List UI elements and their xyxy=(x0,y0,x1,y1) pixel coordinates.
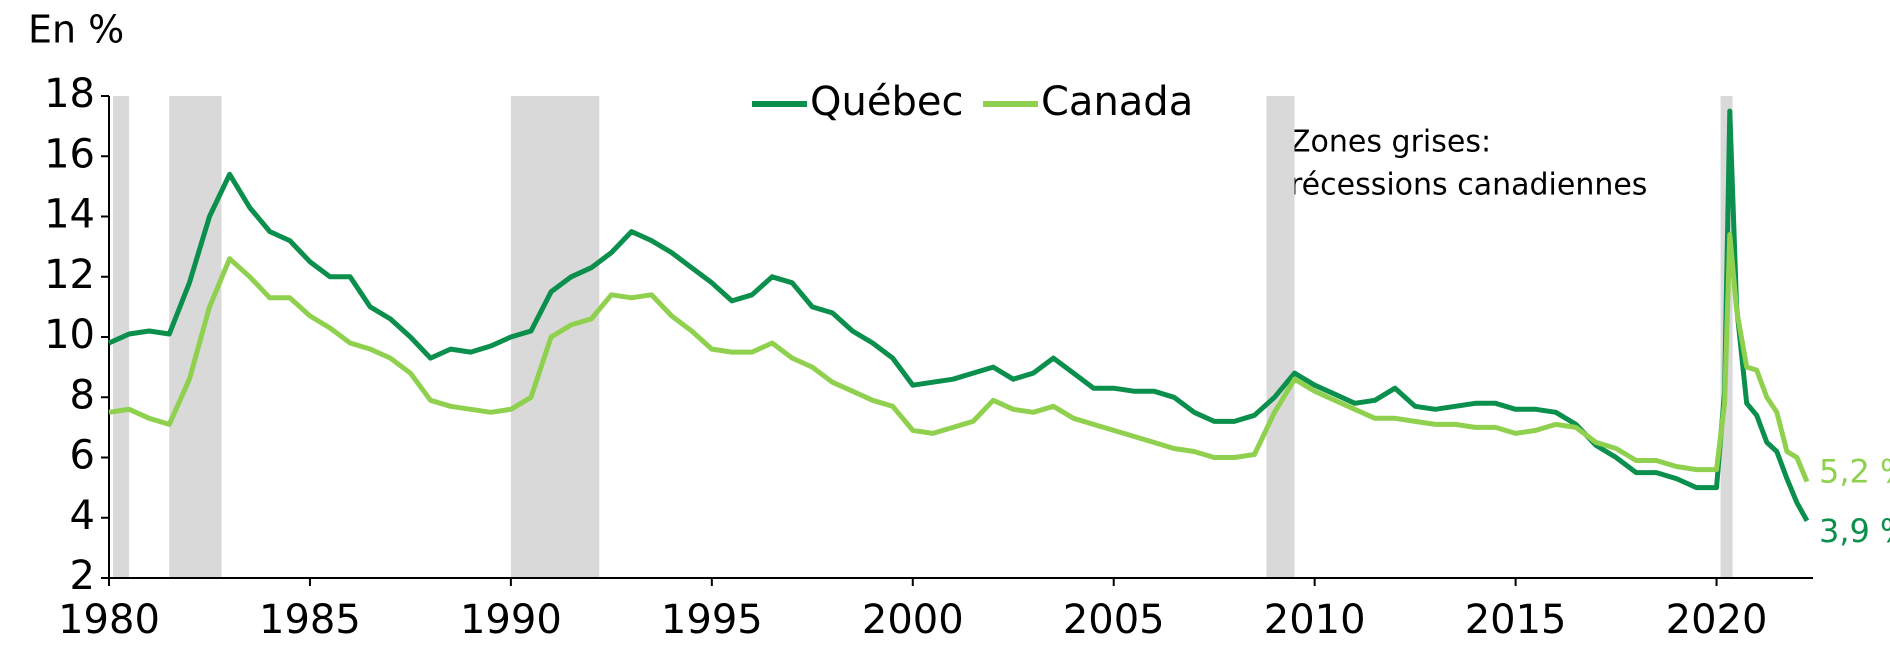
y-tick-label: 12 xyxy=(44,252,95,298)
end-label: 3,9 % xyxy=(1819,512,1890,550)
x-tick-label: 1980 xyxy=(58,597,160,643)
x-tick-label: 2020 xyxy=(1666,597,1768,643)
series-line xyxy=(108,232,1810,483)
recession-band xyxy=(169,96,222,578)
annotation: Zones grises: xyxy=(1290,125,1491,160)
y-tick-label: 14 xyxy=(44,192,95,238)
legend-label: Canada xyxy=(1041,79,1193,125)
y-tick-label: 18 xyxy=(44,71,95,117)
series-line xyxy=(107,108,1810,523)
x-tick-label: 2000 xyxy=(862,597,964,643)
x-tick-label: 2015 xyxy=(1465,597,1567,643)
annotation: récessions canadiennes xyxy=(1290,168,1647,203)
y-tick-label: 4 xyxy=(70,493,95,539)
recession-band xyxy=(1266,96,1295,578)
y-axis-label: En % xyxy=(28,8,124,52)
x-tick-label: 2010 xyxy=(1264,597,1366,643)
end-label: 5,2 % xyxy=(1819,453,1890,491)
x-tick-label: 1995 xyxy=(661,597,763,643)
x-tick-label: 1990 xyxy=(460,597,562,643)
y-tick-label: 16 xyxy=(44,131,95,177)
x-tick-label: 1985 xyxy=(259,597,361,643)
y-tick-label: 8 xyxy=(70,372,95,418)
legend-label: Québec xyxy=(810,79,963,125)
y-tick-label: 2 xyxy=(70,553,95,599)
y-tick-label: 6 xyxy=(70,433,95,479)
y-tick-label: 10 xyxy=(44,312,95,358)
x-tick-label: 2005 xyxy=(1063,597,1165,643)
